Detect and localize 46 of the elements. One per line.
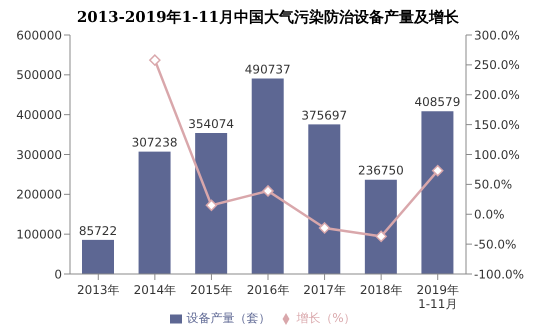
data-label: 307238 <box>132 136 178 150</box>
x-tick-label: 2016年 <box>246 283 290 297</box>
y2-tick-label: 300.0% <box>474 28 520 42</box>
bar <box>195 132 228 274</box>
x-tick-label: 2014年 <box>134 283 176 297</box>
bar <box>421 111 454 274</box>
y-tick-label: 300000 <box>16 148 62 162</box>
data-label: 85722 <box>78 224 118 238</box>
data-label: 236750 <box>358 164 404 178</box>
data-label: 408579 <box>414 95 460 110</box>
y-tick-label: 100000 <box>16 227 62 242</box>
point <box>318 222 330 234</box>
x-tick-label: 2019年1-11月 <box>416 283 459 311</box>
x-tick-label: 2015年 <box>190 283 233 297</box>
point <box>149 54 161 66</box>
y2-tick-label: 200.0% <box>474 88 520 102</box>
bar <box>364 180 397 274</box>
y2-tick-label: -100.0% <box>474 267 524 282</box>
y2-tick-label: 100.0% <box>474 148 520 162</box>
point <box>375 230 387 242</box>
y2-tick-label: 50.0% <box>474 178 512 192</box>
y2-tick-label: 150.0% <box>474 118 520 132</box>
y2-tick-label: 0.0% <box>474 208 504 222</box>
legend-label: 设备产量（套） <box>186 311 270 325</box>
point <box>206 200 218 212</box>
data-label: 375697 <box>301 108 348 122</box>
bar <box>138 152 171 274</box>
legend-label: 增长（%） <box>296 311 356 325</box>
y-tick-label: 0 <box>54 267 62 282</box>
point <box>432 164 444 176</box>
y-tick-label: 500000 <box>16 68 62 82</box>
x-tick-label: 2017年 <box>303 283 346 297</box>
x-tick-label: 2013年 <box>77 283 120 297</box>
bar <box>252 78 284 274</box>
y-tick-label: 600000 <box>16 28 62 42</box>
point <box>262 185 274 197</box>
data-label: 354074 <box>188 116 234 131</box>
data-label: 490737 <box>244 62 291 77</box>
bar <box>308 124 340 274</box>
x-tick-label: 2018年 <box>360 283 402 297</box>
y2-tick-label: 250.0% <box>474 58 520 72</box>
y-tick-label: 200000 <box>16 188 62 202</box>
y-tick-label: 400000 <box>16 108 62 122</box>
chart-title: 2013-2019年1-11月中国大气污染防治设备产量及增长 <box>76 8 460 27</box>
y2-tick-label: -50.0% <box>474 237 516 252</box>
bar <box>82 240 114 274</box>
